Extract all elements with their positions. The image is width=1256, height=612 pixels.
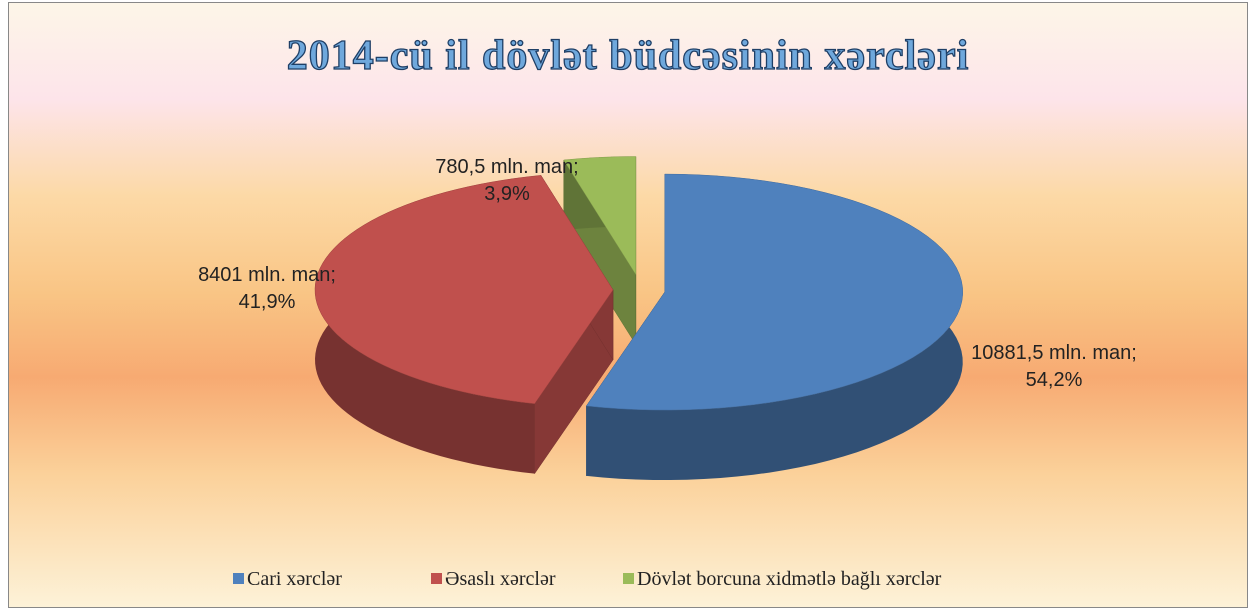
legend-label: Dövlət borcuna xidmətlə bağlı xərclər xyxy=(637,568,942,590)
pie-slice xyxy=(585,173,963,481)
legend-label: Əsaslı xərclər xyxy=(445,568,556,590)
chart-title: 2014-cü il dövlət büdcəsinin xərcləri xyxy=(287,33,970,79)
legend-swatch xyxy=(431,573,442,584)
data-label: 41,9% xyxy=(239,291,296,313)
chart-frame: 2014-cü il dövlət büdcəsinin xərcləri 10… xyxy=(8,2,1248,608)
pie-slice xyxy=(563,156,637,346)
legend-label: Cari xərclər xyxy=(247,568,342,590)
chart: 2014-cü il dövlət büdcəsinin xərcləri 10… xyxy=(198,32,1137,590)
data-label: 8401 mln. man; xyxy=(198,264,336,286)
data-label: 780,5 mln. man; xyxy=(435,156,578,178)
data-label: 54,2% xyxy=(1026,369,1083,391)
pie-slice xyxy=(314,174,614,475)
data-label: 3,9% xyxy=(484,183,530,205)
slice-top xyxy=(585,173,963,411)
slice-top xyxy=(563,156,637,276)
legend-swatch xyxy=(623,573,634,584)
slice-top xyxy=(314,175,614,404)
data-label: 10881,5 mln. man; xyxy=(971,342,1137,364)
legend-swatch xyxy=(233,573,244,584)
